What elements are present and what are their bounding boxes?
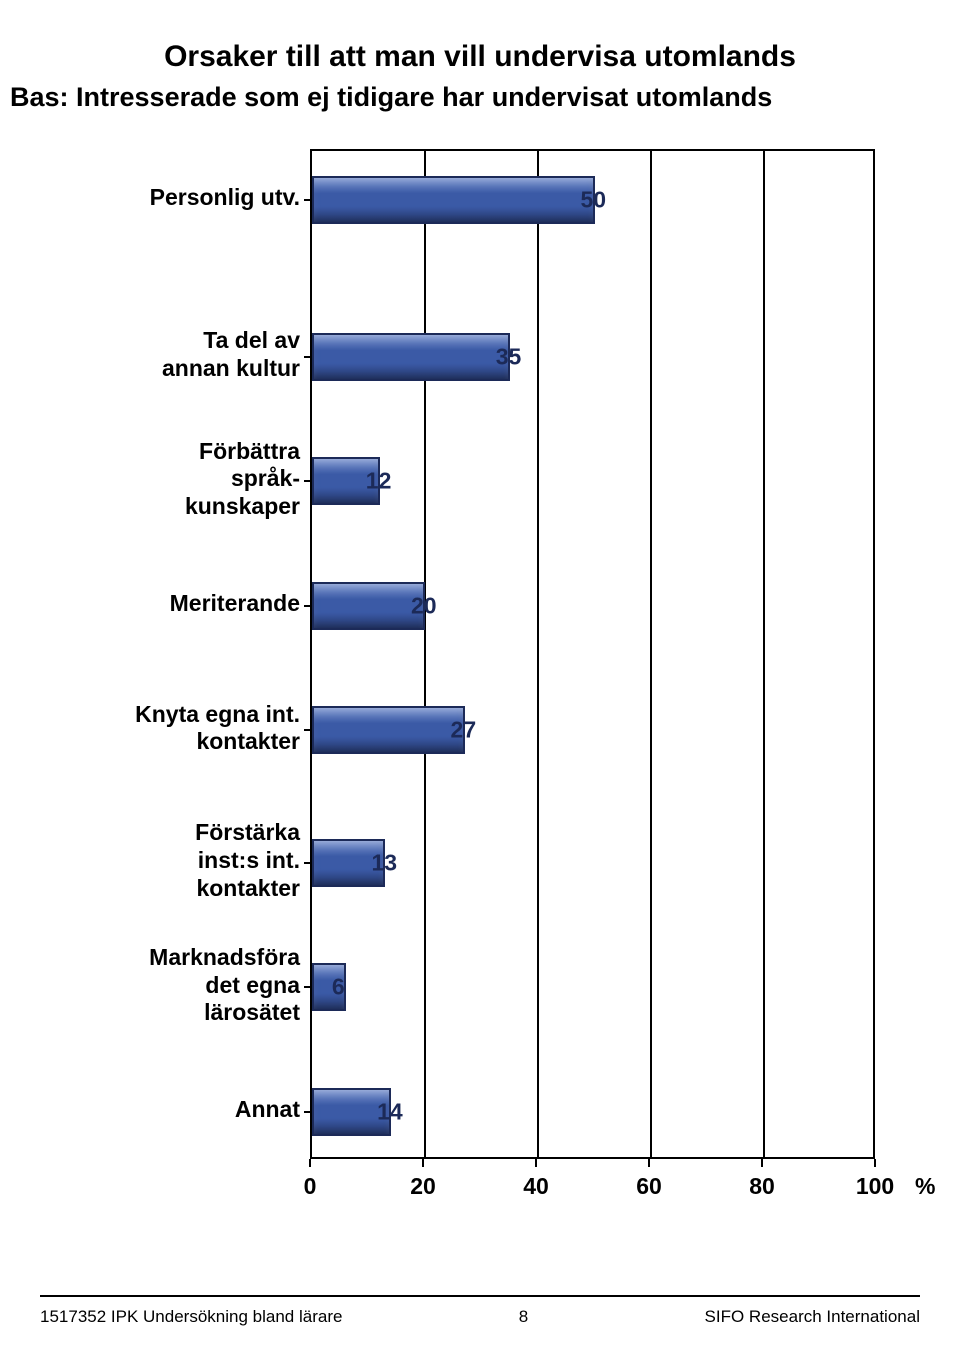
footer-page-number: 8 bbox=[519, 1307, 528, 1327]
bar-value-label: 50 bbox=[581, 187, 607, 214]
bar-value-label: 13 bbox=[371, 849, 397, 876]
page-subtitle: Bas: Intresserade som ej tidigare har un… bbox=[10, 82, 950, 113]
y-tick bbox=[304, 1111, 312, 1113]
x-axis-unit: % bbox=[915, 1173, 935, 1200]
y-tick bbox=[304, 729, 312, 731]
category-label: Ta del av annan kultur bbox=[70, 315, 300, 395]
gridline bbox=[763, 151, 765, 1157]
category-labels: Personlig utv. Ta del av annan kultur Förb… bbox=[70, 149, 300, 1159]
category-label: Förbättra språk- kunskaper bbox=[70, 439, 300, 519]
gridline bbox=[424, 151, 426, 1157]
footer-divider bbox=[40, 1295, 920, 1297]
bar: 12 bbox=[312, 457, 380, 505]
category-label: Annat bbox=[70, 1070, 300, 1150]
y-tick bbox=[304, 605, 312, 607]
bar-value-label: 27 bbox=[451, 717, 477, 744]
category-label: Förstärka inst:s int. kontakter bbox=[70, 821, 300, 901]
footer: 1517352 IPK Undersökning bland lärare 8 … bbox=[40, 1295, 920, 1327]
bar: 14 bbox=[312, 1088, 391, 1136]
footer-right: SIFO Research International bbox=[705, 1307, 920, 1327]
x-tick bbox=[535, 1159, 537, 1167]
bar: 20 bbox=[312, 582, 425, 630]
bar-value-label: 6 bbox=[332, 974, 345, 1001]
x-tick-label: 40 bbox=[523, 1173, 549, 1200]
category-label: Personlig utv. bbox=[70, 158, 300, 238]
footer-left: 1517352 IPK Undersökning bland lärare bbox=[40, 1307, 342, 1327]
bar: 6 bbox=[312, 963, 346, 1011]
category-label: Knyta egna int. kontakter bbox=[70, 688, 300, 768]
category-label: Meriterande bbox=[70, 564, 300, 644]
page-title: Orsaker till att man vill undervisa utom… bbox=[10, 40, 950, 74]
chart: Personlig utv. Ta del av annan kultur Förb… bbox=[70, 149, 960, 1219]
bar-value-label: 20 bbox=[411, 592, 437, 619]
x-axis: 020406080100 bbox=[310, 1159, 875, 1209]
x-tick bbox=[422, 1159, 424, 1167]
x-tick bbox=[761, 1159, 763, 1167]
y-tick bbox=[304, 986, 312, 988]
x-tick-label: 80 bbox=[749, 1173, 775, 1200]
bar: 27 bbox=[312, 706, 465, 754]
bar: 35 bbox=[312, 333, 510, 381]
gridline bbox=[537, 151, 539, 1157]
y-tick bbox=[304, 862, 312, 864]
bar-value-label: 12 bbox=[366, 468, 392, 495]
x-tick-label: 60 bbox=[636, 1173, 662, 1200]
x-tick-label: 0 bbox=[304, 1173, 317, 1200]
bar: 50 bbox=[312, 176, 595, 224]
bar: 13 bbox=[312, 839, 385, 887]
bar-value-label: 35 bbox=[496, 343, 522, 370]
y-tick bbox=[304, 356, 312, 358]
plot-area: 50 35 12 20 27 13 6 14 bbox=[310, 149, 875, 1159]
x-tick bbox=[309, 1159, 311, 1167]
bar-value-label: 14 bbox=[377, 1099, 403, 1126]
y-tick bbox=[304, 199, 312, 201]
y-tick bbox=[304, 480, 312, 482]
x-tick-label: 100 bbox=[856, 1173, 894, 1200]
x-tick-label: 20 bbox=[410, 1173, 436, 1200]
gridline bbox=[650, 151, 652, 1157]
x-tick bbox=[874, 1159, 876, 1167]
x-tick bbox=[648, 1159, 650, 1167]
category-label: Marknadsföra det egna lärosätet bbox=[70, 945, 300, 1025]
